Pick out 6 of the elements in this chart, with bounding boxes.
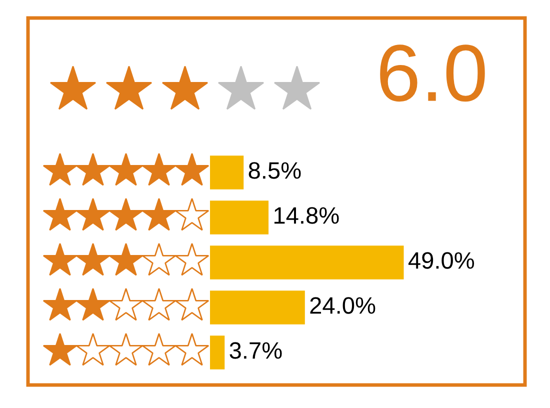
data-label: 8.5% (248, 162, 301, 179)
chart-title: 6.0 (380, 44, 485, 102)
data-label: 3.7% (230, 342, 282, 359)
data-label: 49.0% (408, 252, 474, 269)
data-label: 24.0% (310, 297, 376, 314)
data-label: 14.8% (274, 207, 339, 224)
